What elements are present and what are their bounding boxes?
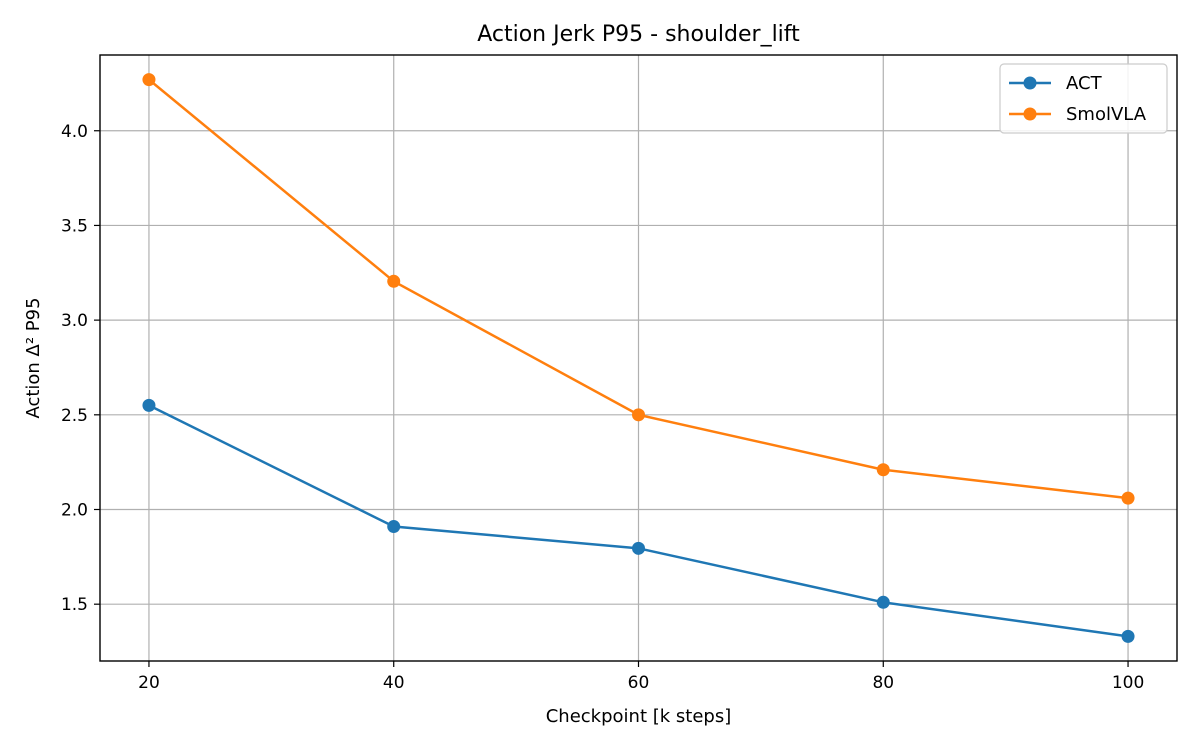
x-tick-label: 60 — [628, 673, 650, 693]
data-point-act — [632, 541, 645, 555]
data-point-smolvla — [876, 463, 890, 477]
y-tick-label: 3.0 — [61, 311, 88, 331]
grid — [100, 55, 1177, 661]
x-axis-label: Checkpoint [k steps] — [546, 706, 732, 727]
data-point-act — [142, 398, 156, 412]
data-point-smolvla — [632, 408, 645, 422]
data-point-smolvla — [142, 73, 156, 87]
y-tick-label: 2.5 — [61, 406, 88, 426]
series-layer — [142, 73, 1135, 643]
legend-box — [999, 63, 1168, 134]
legend-marker-act — [1023, 76, 1037, 90]
legend-label-smolvla: SmolVLA — [1066, 104, 1147, 125]
data-point-smolvla — [1121, 491, 1135, 505]
x-tick-label: 100 — [1112, 673, 1144, 693]
legend-label-act: ACT — [1066, 73, 1103, 94]
legend-marker-smolvla — [1023, 107, 1037, 121]
data-point-smolvla — [387, 274, 401, 288]
x-tick-label: 80 — [872, 673, 894, 693]
data-point-act — [1121, 629, 1135, 643]
y-tick-label: 1.5 — [61, 595, 88, 615]
y-axis-label: Action Δ² P95 — [23, 297, 44, 418]
y-tick-label: 3.5 — [61, 216, 88, 236]
legend: ACT SmolVLA — [999, 63, 1168, 134]
x-tick-label: 40 — [383, 673, 405, 693]
chart-title: Action Jerk P95 - shoulder_lift — [477, 22, 800, 47]
y-tick-label: 2.0 — [61, 501, 88, 521]
ticks: 20 40 60 80 100 1.5 2.0 2.5 3.0 3.5 4.0 — [61, 122, 1144, 693]
x-tick-label: 20 — [138, 673, 160, 693]
data-point-act — [387, 520, 401, 534]
y-tick-label: 4.0 — [61, 122, 88, 142]
data-point-act — [876, 595, 890, 609]
